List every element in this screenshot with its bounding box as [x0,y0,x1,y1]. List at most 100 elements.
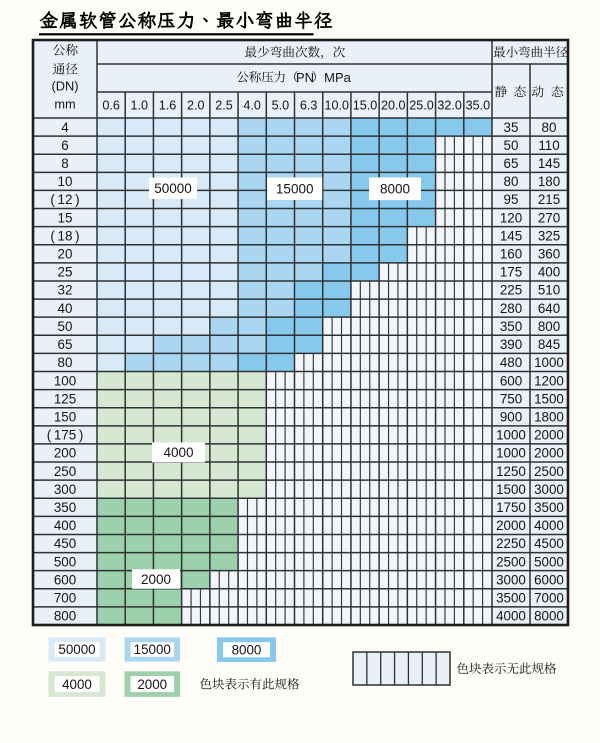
svg-text:270: 270 [538,210,560,225]
svg-text:50000: 50000 [58,642,95,657]
svg-text:1.0: 1.0 [131,99,149,113]
svg-text:( 12 ): ( 12 ) [50,192,79,207]
svg-text:25.0: 25.0 [409,99,434,113]
svg-text:145: 145 [538,156,560,171]
svg-text:2000: 2000 [141,572,171,587]
svg-text:2.0: 2.0 [187,99,205,113]
svg-text:6.3: 6.3 [300,99,318,113]
svg-text:120: 120 [500,210,522,225]
svg-text:3000: 3000 [534,482,564,497]
svg-text:225: 225 [500,283,522,298]
svg-text:4000: 4000 [496,609,526,624]
svg-text:(DN): (DN) [51,79,78,94]
svg-text:600: 600 [54,572,76,587]
svg-text:4.0: 4.0 [243,99,261,113]
svg-text:400: 400 [54,518,76,533]
svg-text:15: 15 [58,210,73,225]
svg-text:1000: 1000 [496,446,526,461]
svg-text:4500: 4500 [534,536,564,551]
svg-text:15.0: 15.0 [353,99,378,113]
svg-text:( 18 ): ( 18 ) [50,228,79,243]
svg-text:50: 50 [58,319,73,334]
svg-text:1500: 1500 [534,391,564,406]
svg-text:2500: 2500 [534,464,564,479]
svg-text:32: 32 [58,283,73,298]
svg-text:4000: 4000 [534,518,564,533]
svg-text:32.0: 32.0 [437,99,462,113]
svg-text:2000: 2000 [496,518,526,533]
svg-text:3500: 3500 [496,591,526,606]
svg-text:480: 480 [500,355,522,370]
svg-text:2000: 2000 [534,446,564,461]
svg-text:35: 35 [504,120,519,135]
svg-text:35.0: 35.0 [466,99,491,113]
svg-text:250: 250 [54,464,76,479]
svg-text:5.0: 5.0 [272,99,290,113]
svg-text:2.5: 2.5 [215,99,233,113]
svg-text:125: 125 [54,391,76,406]
svg-text:1250: 1250 [496,464,526,479]
svg-text:6000: 6000 [534,572,564,587]
svg-text:200: 200 [54,446,76,461]
svg-text:300: 300 [54,482,76,497]
svg-text:390: 390 [500,337,522,352]
svg-text:7000: 7000 [534,591,564,606]
svg-text:800: 800 [538,319,560,334]
svg-text:500: 500 [54,554,76,569]
svg-text:20: 20 [58,247,73,262]
svg-text:2500: 2500 [496,554,526,569]
svg-text:350: 350 [500,319,522,334]
svg-text:8000: 8000 [232,642,262,657]
svg-text:175: 175 [500,265,522,280]
svg-text:4000: 4000 [163,445,193,460]
svg-text:280: 280 [500,301,522,316]
svg-text:1750: 1750 [496,500,526,515]
svg-text:640: 640 [538,301,560,316]
svg-text:50000: 50000 [154,181,192,196]
svg-text:215: 215 [538,192,560,207]
svg-text:5000: 5000 [534,554,564,569]
svg-text:8000: 8000 [380,182,410,197]
svg-text:450: 450 [54,536,76,551]
svg-text:8: 8 [61,156,68,171]
svg-text:6: 6 [61,138,68,153]
svg-text:180: 180 [538,174,560,189]
svg-text:( 175 ): ( 175 ) [47,428,84,443]
svg-text:800: 800 [54,609,76,624]
svg-text:65: 65 [58,337,73,352]
svg-text:2250: 2250 [496,536,526,551]
svg-text:PN: PN [296,70,314,85]
svg-text:900: 900 [500,409,522,424]
svg-text:845: 845 [538,337,560,352]
svg-text:15000: 15000 [134,642,171,657]
svg-text:1000: 1000 [534,355,564,370]
svg-text:145: 145 [500,228,522,243]
svg-text:80: 80 [58,355,73,370]
svg-text:1200: 1200 [534,373,564,388]
svg-text:100: 100 [54,373,76,388]
svg-text:25: 25 [58,265,73,280]
svg-text:160: 160 [500,247,522,262]
svg-text:2000: 2000 [137,677,167,692]
svg-text:510: 510 [538,283,560,298]
svg-text:80: 80 [542,120,557,135]
svg-text:20.0: 20.0 [381,99,406,113]
svg-text:3000: 3000 [496,572,526,587]
svg-text:1.6: 1.6 [159,99,177,113]
svg-text:1800: 1800 [534,409,564,424]
svg-text:150: 150 [54,409,76,424]
svg-text:350: 350 [54,500,76,515]
svg-text:MPa: MPa [324,70,352,85]
svg-text:700: 700 [54,591,76,606]
svg-text:10.0: 10.0 [325,99,350,113]
svg-text:65: 65 [504,156,519,171]
svg-text:4: 4 [61,120,69,135]
svg-text:600: 600 [500,373,522,388]
svg-text:4000: 4000 [62,677,92,692]
svg-text:400: 400 [538,265,560,280]
svg-text:15000: 15000 [276,181,314,196]
svg-text:110: 110 [538,138,559,153]
svg-text:8000: 8000 [534,609,564,624]
svg-text:50: 50 [504,138,519,153]
svg-text:0.6: 0.6 [102,99,120,113]
